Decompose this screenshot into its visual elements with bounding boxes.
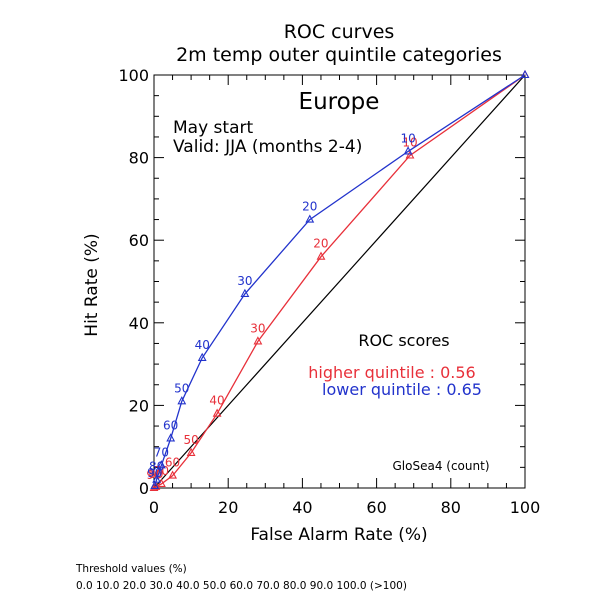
higher-quintile-threshold-label: 30 bbox=[250, 321, 265, 335]
chart-title: ROC curves bbox=[284, 21, 395, 43]
lower-quintile-point bbox=[150, 480, 160, 489]
lower-quintile-threshold-label: 20 bbox=[302, 200, 317, 214]
threshold-title: Threshold values (%) bbox=[76, 563, 187, 575]
higher-quintile-point bbox=[151, 481, 161, 490]
lower-quintile-threshold-label: 40 bbox=[195, 338, 210, 352]
y-tick-label: 80 bbox=[129, 149, 149, 168]
higher-quintile-point bbox=[156, 478, 166, 487]
lower-quintile-threshold-label: 80 bbox=[149, 460, 164, 474]
lower-quintile-point bbox=[166, 433, 176, 442]
y-axis-label: Hit Rate (%) bbox=[82, 233, 102, 336]
x-tick-label: 80 bbox=[441, 498, 461, 517]
reference-diagonal bbox=[153, 74, 526, 489]
higher-quintile-threshold-label: 40 bbox=[209, 394, 224, 408]
x-tick-label: 20 bbox=[218, 498, 238, 517]
y-tick-label: 20 bbox=[129, 396, 149, 415]
lower-quintile-point bbox=[305, 214, 315, 223]
higher-quintile-point bbox=[168, 470, 178, 479]
lower-quintile-threshold-label: 70 bbox=[154, 445, 169, 459]
higher-quintile-score: higher quintile : 0.56 bbox=[308, 363, 475, 382]
higher-quintile-threshold-label: 50 bbox=[183, 433, 198, 447]
lower-quintile-threshold-label: 10 bbox=[400, 131, 415, 145]
lower-quintile-threshold-label: 50 bbox=[174, 381, 189, 395]
y-tick-label: 0 bbox=[139, 479, 149, 498]
lower-quintile-line bbox=[154, 74, 526, 487]
y-tick-label: 60 bbox=[129, 231, 149, 250]
chart-subtitle: 2m temp outer quintile categories bbox=[176, 44, 502, 66]
lower-quintile-point bbox=[177, 396, 187, 405]
higher-quintile-threshold-label: 10 bbox=[402, 136, 417, 150]
x-tick-label: 100 bbox=[510, 498, 541, 517]
y-tick-label: 100 bbox=[118, 66, 149, 85]
model-label: GloSea4 (count) bbox=[393, 459, 490, 473]
lower-quintile-point bbox=[156, 460, 166, 469]
higher-quintile-threshold-label: 20 bbox=[313, 237, 328, 251]
higher-quintile-point bbox=[212, 408, 222, 417]
lower-quintile-threshold-label: 90 bbox=[147, 466, 162, 480]
no-skill-line bbox=[153, 74, 526, 489]
lower-quintile-threshold-label: 30 bbox=[237, 274, 252, 288]
y-tick-label: 40 bbox=[129, 314, 149, 333]
higher-quintile-threshold-label: 60 bbox=[165, 456, 180, 470]
higher-quintile-point bbox=[186, 447, 196, 456]
lower-quintile-point bbox=[197, 352, 207, 361]
higher-quintile-point bbox=[405, 150, 415, 159]
x-tick-label: 40 bbox=[292, 498, 312, 517]
x-axis-label: False Alarm Rate (%) bbox=[250, 525, 427, 545]
x-tick-label: 0 bbox=[149, 498, 159, 517]
lower-quintile-threshold-label: 60 bbox=[163, 418, 178, 432]
threshold-legend: Threshold values (%) 0.0 10.0 20.0 30.0 … bbox=[76, 561, 407, 595]
higher-quintile-point bbox=[253, 336, 263, 345]
x-tick-label: 60 bbox=[366, 498, 386, 517]
start-label: May start bbox=[173, 118, 253, 138]
lower-quintile-point bbox=[240, 288, 250, 297]
threshold-values: 0.0 10.0 20.0 30.0 40.0 50.0 60.0 70.0 8… bbox=[76, 580, 407, 592]
lower-quintile-point bbox=[152, 474, 162, 483]
region-label: Europe bbox=[299, 89, 380, 115]
lower-quintile-point bbox=[520, 69, 530, 79]
higher-quintile-point bbox=[316, 251, 326, 260]
valid-label: Valid: JJA (months 2-4) bbox=[173, 137, 362, 157]
lower-quintile-point bbox=[403, 146, 413, 155]
lower-quintile-score: lower quintile : 0.65 bbox=[322, 380, 482, 399]
roc-scores-title: ROC scores bbox=[358, 331, 449, 350]
